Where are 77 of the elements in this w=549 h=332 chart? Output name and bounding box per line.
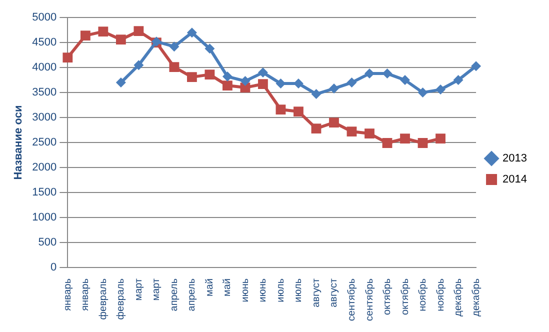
- x-tick-label: июль: [275, 278, 286, 302]
- y-tick-label: 2500: [32, 136, 57, 149]
- point: [80, 30, 90, 41]
- x-tick-label: июль: [293, 278, 304, 302]
- y-tick-label: 4000: [32, 62, 57, 74]
- x-tick-label: декабрь: [470, 278, 482, 316]
- point: [187, 72, 197, 82]
- x-tick-label: сентябрь: [346, 278, 358, 321]
- legend-label: 2013: [502, 152, 528, 165]
- x-tick-label: сентябрь: [364, 278, 376, 321]
- point: [364, 68, 374, 79]
- point: [62, 52, 73, 63]
- x-tick-label: август: [328, 278, 340, 308]
- point: [169, 42, 180, 52]
- x-tick-label: ноябрь: [418, 278, 429, 312]
- point: [116, 34, 126, 45]
- x-tick-label: август: [310, 278, 322, 308]
- point: [418, 138, 428, 148]
- point: [471, 61, 482, 72]
- y-tick-label: 1500: [32, 186, 57, 199]
- x-tick-label: июнь: [258, 278, 269, 302]
- y-tick-label: 2000: [32, 162, 57, 174]
- x-tick-label: май: [222, 278, 234, 296]
- x-tick-label: декабрь: [453, 278, 464, 316]
- x-tick-label: октябрь: [382, 278, 394, 315]
- y-tick-label: 5000: [32, 12, 57, 24]
- x-tick-label: ноябрь: [435, 278, 446, 312]
- point: [382, 138, 392, 148]
- x-tick-label: апрель: [186, 278, 198, 312]
- y-tick-label: 3000: [32, 112, 57, 124]
- point: [436, 134, 446, 144]
- point: [98, 26, 108, 37]
- x-tick-label: март: [151, 278, 162, 301]
- point: [134, 26, 144, 36]
- legend-label: 2014: [502, 174, 528, 186]
- x-tick-label: апрель: [168, 278, 180, 312]
- point: [418, 88, 428, 98]
- point: [311, 124, 322, 134]
- point: [116, 78, 126, 88]
- point: [204, 44, 215, 54]
- point: [329, 118, 339, 128]
- point: [382, 68, 392, 79]
- point: [346, 126, 357, 136]
- point: [400, 75, 410, 86]
- x-tick-label: январь: [62, 278, 74, 311]
- point: [328, 84, 339, 94]
- point: [169, 62, 180, 72]
- point: [186, 28, 197, 38]
- point: [222, 80, 232, 90]
- y-tick-label: 0: [50, 261, 57, 274]
- x-tick-label: июнь: [240, 278, 251, 302]
- point: [436, 84, 446, 95]
- point: [222, 72, 232, 82]
- point: [276, 78, 286, 89]
- x-tick-label: февраль: [116, 278, 127, 320]
- point: [311, 89, 322, 100]
- point: [294, 106, 304, 116]
- point: [400, 134, 410, 144]
- y-tick-label: 1000: [32, 211, 57, 224]
- x-tick-label: октябрь: [400, 278, 411, 315]
- y-tick-label: 500: [38, 236, 57, 248]
- y-tick-label: 3500: [32, 86, 57, 99]
- x-tick-label: май: [204, 278, 216, 296]
- x-tick-label: март: [133, 278, 144, 301]
- y-axis-title: Название оси: [12, 105, 25, 180]
- y-tick-label: 4500: [32, 36, 57, 49]
- point: [276, 104, 286, 114]
- x-tick-label: январь: [80, 278, 92, 311]
- point: [240, 76, 250, 86]
- x-tick-label: февраль: [98, 278, 109, 320]
- point: [453, 75, 464, 86]
- point: [258, 68, 268, 78]
- point: [134, 60, 144, 70]
- point: [346, 78, 357, 88]
- point: [204, 70, 215, 80]
- point: [364, 128, 374, 138]
- point: [258, 79, 268, 90]
